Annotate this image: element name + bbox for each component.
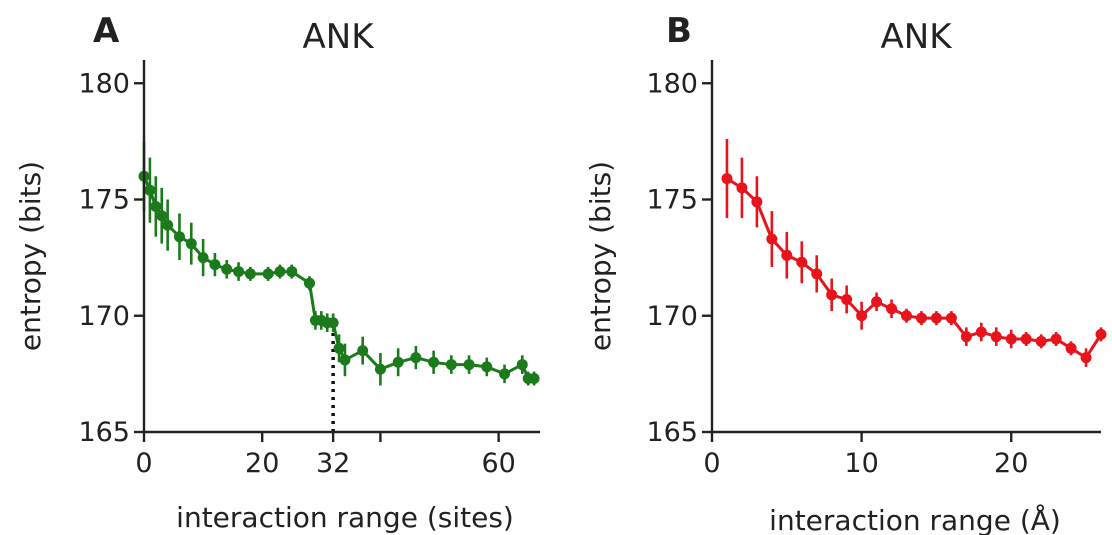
- panel-b-data-point: [736, 182, 748, 194]
- panel-a-data-point: [410, 352, 422, 364]
- panel-b-ticks: 165 170 175 180 0 10 20: [646, 68, 1028, 479]
- panel-b-data-point: [826, 289, 838, 301]
- panel-b-data-point: [781, 249, 793, 261]
- panel-b-data-point: [766, 233, 778, 245]
- panel-b-xtick-label: 20: [994, 448, 1028, 479]
- panel-a-data-point: [528, 373, 540, 385]
- panel-a-data-point: [150, 200, 162, 212]
- panel-a-data-point: [197, 252, 209, 264]
- panel-a-data-point: [445, 359, 457, 371]
- panel-a-data-point: [144, 184, 156, 196]
- panel-a-data-point: [303, 277, 315, 289]
- panel-a-ytick-label: 165: [78, 417, 130, 448]
- panel-a-data-point: [357, 345, 369, 357]
- panel-a-title: ANK: [303, 17, 376, 57]
- panel-b-data-point: [1005, 333, 1017, 345]
- panel-b-data-point: [1020, 333, 1032, 345]
- panel-b-plot: [721, 139, 1107, 367]
- panel-a-xtick-label: 20: [245, 448, 279, 479]
- panel-a-data-point: [339, 354, 351, 366]
- panel-b-data-point: [990, 331, 1002, 343]
- panel-a-letter: A: [93, 11, 120, 51]
- panel-a: A ANK entropy (bits) interaction range (…: [14, 11, 540, 534]
- panel-b-data-point: [1080, 352, 1092, 364]
- panel-b-xlabel: interaction range (Å): [769, 503, 1061, 535]
- panel-b-data-point: [1095, 328, 1107, 340]
- panel-a-data-point: [244, 268, 256, 280]
- panel-a-ytick-label: 180: [78, 68, 130, 99]
- panel-b-data-point: [886, 303, 898, 315]
- panel-b-data-point: [960, 331, 972, 343]
- panel-b-ytick-label: 180: [646, 68, 698, 99]
- panel-a-ticks: 165 170 175 180 0 20 32 60: [78, 68, 515, 479]
- panel-a-xlabel: interaction range (sites): [176, 501, 514, 534]
- panel-b-ylabel: entropy (bits): [584, 161, 617, 351]
- panel-b-data-point: [1035, 335, 1047, 347]
- panel-a-xtick-label: 32: [316, 448, 350, 479]
- panel-b-ytick-label: 175: [646, 185, 698, 216]
- panel-b-letter: B: [666, 11, 692, 51]
- panel-a-data-point: [162, 219, 174, 231]
- panel-b-series-line: [726, 177, 1103, 360]
- panel-b-data-point: [915, 312, 927, 324]
- panel-a-data-point: [233, 266, 245, 278]
- panel-b-data-point: [871, 296, 883, 308]
- panel-b-data-point: [901, 310, 912, 322]
- panel-b-title: ANK: [881, 17, 954, 57]
- panel-b-data-point: [856, 310, 868, 322]
- panel-a-data-point: [428, 356, 440, 368]
- panel-a-data-point: [481, 361, 493, 373]
- panel-a-data-point: [274, 266, 286, 278]
- panel-a-data-point: [374, 363, 386, 375]
- panel-a-axes: [142, 60, 540, 434]
- panel-b-ytick-label: 165: [646, 417, 698, 448]
- panel-a-xtick-label: 60: [481, 448, 515, 479]
- panel-b-xtick-label: 10: [844, 448, 878, 479]
- panel-a-data-point: [156, 210, 168, 222]
- panel-b-data-point: [1065, 342, 1077, 354]
- panel-b-xtick-label: 0: [703, 448, 720, 479]
- panel-b-data-point: [1050, 333, 1062, 345]
- panel-a-data-point: [185, 238, 197, 250]
- panel-b-data-point: [721, 173, 733, 185]
- panel-a-data-point: [516, 359, 528, 371]
- panel-b-data-point: [751, 196, 763, 208]
- panel-a-data-point: [209, 259, 221, 271]
- panel-a-xtick-label: 0: [135, 448, 152, 479]
- panel-a-data-point: [392, 356, 404, 368]
- panel-b-data-point: [930, 312, 942, 324]
- panel-b: B ANK entropy (bits) interaction range (…: [584, 11, 1107, 535]
- panel-b-ytick-label: 170: [646, 301, 698, 332]
- panel-a-data-point: [286, 266, 298, 278]
- panel-a-data-point: [221, 263, 233, 275]
- panel-b-data-point: [811, 268, 823, 280]
- panel-b-data-point: [841, 293, 853, 305]
- panel-a-data-point: [499, 368, 511, 380]
- panel-b-data-point: [796, 256, 808, 268]
- panel-a-data-point: [327, 317, 339, 329]
- panel-a-ylabel: entropy (bits): [14, 161, 47, 351]
- panel-a-data-point: [463, 359, 475, 371]
- panel-a-data-point: [262, 268, 274, 280]
- panel-b-data-point: [975, 326, 987, 338]
- panel-a-ytick-label: 170: [78, 301, 130, 332]
- panel-b-axes: [710, 60, 1101, 434]
- panel-a-ytick-label: 175: [78, 185, 130, 216]
- panel-a-plot: [138, 141, 540, 386]
- panel-a-data-point: [333, 342, 345, 354]
- panel-b-data-point: [945, 312, 957, 324]
- panel-a-data-point: [173, 231, 185, 243]
